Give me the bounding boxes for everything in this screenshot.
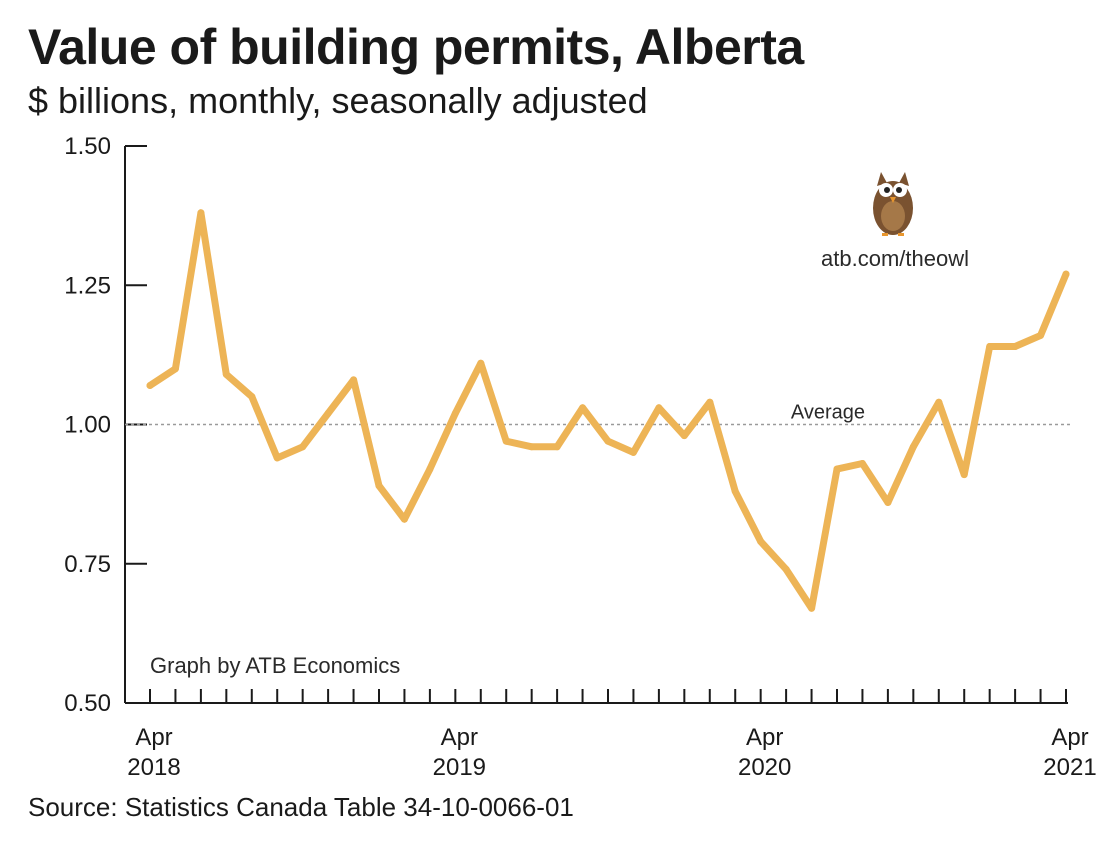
- data-point: [324, 409, 332, 417]
- data-point: [579, 404, 587, 412]
- website-link[interactable]: atb.com/theowl: [821, 246, 969, 271]
- data-point: [935, 398, 943, 406]
- x-tick-label-year: 2020: [738, 754, 791, 781]
- data-point: [146, 382, 154, 389]
- data-point: [1037, 331, 1045, 339]
- credit-text: Graph by ATB Economics: [150, 653, 400, 678]
- average-reference: Average: [125, 402, 1070, 426]
- data-point: [604, 437, 612, 445]
- series-line: [146, 209, 1070, 612]
- data-point: [808, 604, 816, 612]
- data-point: [884, 499, 892, 506]
- data-point: [706, 398, 714, 406]
- y-tick-label: 0.50: [64, 690, 111, 717]
- data-point: [528, 443, 536, 451]
- data-point: [299, 443, 307, 451]
- data-point: [986, 343, 994, 350]
- data-point: [1062, 270, 1070, 278]
- source-note: Source: Statistics Canada Table 34-10-00…: [28, 792, 574, 822]
- data-point: [375, 482, 383, 490]
- y-tick-label: 1.00: [64, 412, 111, 439]
- y-tick-label: 0.75: [64, 551, 111, 578]
- data-point: [782, 565, 790, 573]
- data-point: [350, 376, 358, 384]
- average-label: Average: [791, 402, 865, 424]
- series-layer: [146, 209, 1070, 612]
- owl-mascot-icon: [873, 172, 913, 236]
- axis-labels: 0.50 0.75 1.00 1.25 1.50 Apr 2018 Apr 2019 Apr 202…: [64, 133, 1096, 781]
- data-point: [273, 454, 281, 462]
- x-tick-label-month: Apr: [1051, 724, 1088, 751]
- data-point: [731, 487, 739, 495]
- data-point: [757, 538, 765, 545]
- y-tick-label: 1.25: [64, 272, 111, 299]
- data-point: [553, 443, 561, 451]
- chart-subtitle: $ billions, monthly, seasonally adjusted: [28, 80, 648, 121]
- data-point: [909, 443, 917, 451]
- data-point: [171, 365, 179, 373]
- data-point: [248, 393, 256, 401]
- data-point: [629, 448, 637, 456]
- x-tick-label-month: Apr: [441, 724, 478, 751]
- data-point: [858, 460, 866, 467]
- data-point: [197, 209, 205, 217]
- x-tick-label-month: Apr: [746, 724, 783, 751]
- data-point: [451, 409, 459, 417]
- data-point: [400, 515, 408, 523]
- data-point: [960, 471, 968, 479]
- data-point: [655, 404, 663, 412]
- data-point: [1011, 343, 1019, 350]
- data-point: [680, 432, 688, 440]
- data-point: [477, 359, 485, 367]
- data-point: [222, 370, 230, 378]
- data-point: [833, 465, 841, 473]
- x-tick-label-year: 2019: [433, 754, 486, 781]
- data-point: [502, 437, 510, 445]
- chart-title: Value of building permits, Alberta: [28, 19, 804, 75]
- y-tick-label: 1.50: [64, 133, 111, 160]
- x-tick-label-year: 2018: [127, 754, 180, 781]
- x-tick-label-year: 2021: [1043, 754, 1096, 781]
- x-tick-label-month: Apr: [135, 724, 172, 751]
- data-point: [426, 465, 434, 473]
